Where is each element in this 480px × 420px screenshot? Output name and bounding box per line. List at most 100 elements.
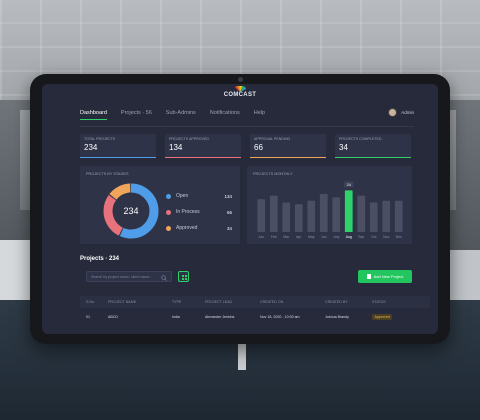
cell-created-by: Joshua Brandy bbox=[325, 315, 349, 319]
cell-project-name: ABCD bbox=[108, 315, 118, 319]
dashboard-screen: COMCAST Dashboard Projects · 56 Sub-Admi… bbox=[42, 84, 438, 334]
avatar bbox=[388, 108, 398, 117]
user-name: Admin bbox=[401, 110, 414, 115]
bar-aug[interactable] bbox=[344, 190, 353, 232]
stat-label: PROJECTS APPROVED bbox=[169, 137, 209, 141]
legend-swatch bbox=[166, 193, 171, 199]
legend-value: 66 bbox=[226, 209, 232, 215]
search-input[interactable]: Search by project name, client name... bbox=[86, 271, 172, 282]
stat-value: 66 bbox=[254, 143, 263, 152]
projects-section-title: Projects · 234 bbox=[80, 256, 120, 262]
projects-table: S.No. PROJECT NAME TYPE PROJECT LEAD CRE… bbox=[80, 296, 430, 324]
x-tick-label: Mar bbox=[283, 235, 290, 239]
bar-jan[interactable] bbox=[257, 199, 266, 232]
stat-label: APPROVAL PENDING bbox=[254, 137, 291, 141]
camera-icon bbox=[238, 77, 243, 82]
bar-mar[interactable] bbox=[282, 202, 291, 232]
brand-name: COMCAST bbox=[223, 92, 257, 98]
grid-view-button[interactable] bbox=[178, 271, 189, 282]
bar-sep[interactable] bbox=[357, 195, 366, 232]
header-divider bbox=[80, 126, 414, 127]
stat-value: 34 bbox=[339, 143, 348, 152]
search-icon bbox=[161, 274, 167, 281]
col-created-on: CREATED ON bbox=[260, 300, 284, 304]
brand-logo[interactable]: COMCAST bbox=[220, 86, 260, 98]
legend-label: Open bbox=[176, 193, 189, 199]
bar-data-label: 24 bbox=[347, 183, 351, 187]
add-button-label: Add New Project bbox=[373, 274, 404, 279]
stages-donut-chart: 234 bbox=[103, 183, 159, 239]
donut-segment-in-process bbox=[103, 183, 159, 239]
legend-value: 134 bbox=[224, 193, 232, 199]
legend-label: Approved bbox=[176, 225, 198, 231]
bar-july[interactable] bbox=[332, 197, 341, 232]
nav-help[interactable]: Help bbox=[253, 110, 266, 116]
stat-approval-pending: APPROVAL PENDING 66 bbox=[250, 134, 326, 158]
legend-label: In Process bbox=[176, 209, 200, 215]
x-tick-label: Sep bbox=[358, 235, 364, 239]
legend-value: 34 bbox=[226, 225, 232, 231]
x-tick-label: Feb bbox=[271, 235, 277, 239]
legend-swatch bbox=[166, 225, 171, 231]
x-tick-label: Oct bbox=[371, 235, 376, 239]
cell-created-on: Nov 18, 2020 - 10:00 am bbox=[260, 315, 300, 319]
col-sno: S.No. bbox=[86, 300, 95, 304]
table-header: S.No. PROJECT NAME TYPE PROJECT LEAD CRE… bbox=[80, 296, 430, 308]
document-icon bbox=[366, 274, 371, 279]
panel-title: PROJECTS BY STAGES bbox=[86, 172, 129, 176]
legend-item-open: Open 134 bbox=[166, 188, 232, 204]
stat-label: PROJECTS COMPLETED bbox=[339, 137, 382, 141]
bar-may[interactable] bbox=[307, 200, 316, 232]
col-type: TYPE bbox=[172, 300, 182, 304]
x-tick-label: Jun bbox=[321, 235, 327, 239]
nav-notifications[interactable]: Notifications bbox=[209, 110, 240, 116]
stat-cards: TOTAL PROJECTS 234 PROJECTS APPROVED 134… bbox=[80, 134, 411, 158]
x-tick-label: July bbox=[333, 235, 339, 239]
bar-tooltip bbox=[343, 181, 354, 188]
user-menu[interactable]: Admin bbox=[388, 108, 414, 117]
status-badge: Approved bbox=[372, 313, 393, 320]
peacock-logo-icon bbox=[235, 86, 246, 92]
stat-accent-bar bbox=[250, 156, 326, 158]
stat-total-projects: TOTAL PROJECTS 234 bbox=[80, 134, 156, 158]
x-tick-label: Aug bbox=[346, 235, 352, 239]
bar-dec[interactable] bbox=[394, 200, 403, 232]
col-status: STATUS bbox=[372, 300, 386, 304]
nav-sub-admins[interactable]: Sub-Admins bbox=[165, 110, 196, 116]
stat-value: 234 bbox=[84, 143, 98, 152]
cell-project-lead: Alexander Jenkins bbox=[205, 315, 235, 319]
stat-projects-approved: PROJECTS APPROVED 134 bbox=[165, 134, 241, 158]
x-tick-label: Jan bbox=[259, 235, 265, 239]
col-created-by: CREATED BY bbox=[325, 300, 348, 304]
tablet-stand bbox=[238, 330, 246, 370]
projects-by-stages-panel: PROJECTS BY STAGES 234 Open 134 In Proce… bbox=[80, 166, 240, 244]
projects-monthly-panel: PROJECTS MONTHLY Jan Feb Mar Apr May Jun July A… bbox=[247, 166, 412, 244]
bar-nov[interactable] bbox=[382, 200, 391, 232]
legend-swatch bbox=[166, 209, 171, 215]
stat-value: 134 bbox=[169, 143, 183, 152]
table-row[interactable]: 01 ABCD India Alexander Jenkins Nov 18, … bbox=[80, 310, 430, 324]
donut-segment-open bbox=[103, 183, 159, 239]
legend-item-in-process: In Process 66 bbox=[166, 204, 232, 220]
bar-apr[interactable] bbox=[294, 204, 303, 232]
x-tick-label: Nov bbox=[383, 235, 389, 239]
donut-segments bbox=[103, 183, 159, 239]
search-placeholder: Search by project name, client name... bbox=[91, 275, 153, 279]
nav-dashboard[interactable]: Dashboard bbox=[80, 110, 107, 120]
bar-feb[interactable] bbox=[269, 195, 278, 232]
donut-total: 234 bbox=[123, 206, 138, 216]
cell-type: India bbox=[172, 315, 180, 319]
tablet-frame: COMCAST Dashboard Projects · 56 Sub-Admi… bbox=[30, 74, 450, 344]
main-nav: Dashboard Projects · 56 Sub-Admins Notif… bbox=[80, 110, 266, 120]
stat-accent-bar bbox=[165, 156, 241, 158]
nav-projects[interactable]: Projects · 56 bbox=[120, 110, 152, 116]
cell-sno: 01 bbox=[86, 315, 90, 319]
bar-oct[interactable] bbox=[369, 202, 378, 232]
legend-item-approved: Approved 34 bbox=[166, 220, 232, 236]
stat-projects-completed: PROJECTS COMPLETED 34 bbox=[335, 134, 411, 158]
bar-jun[interactable] bbox=[319, 193, 328, 232]
col-project-lead: PROJECT LEAD bbox=[205, 300, 233, 304]
stages-legend: Open 134 In Process 66 Approved 34 bbox=[166, 188, 232, 236]
add-new-project-button[interactable]: Add New Project bbox=[358, 270, 412, 283]
col-project-name: PROJECT NAME bbox=[108, 300, 137, 304]
